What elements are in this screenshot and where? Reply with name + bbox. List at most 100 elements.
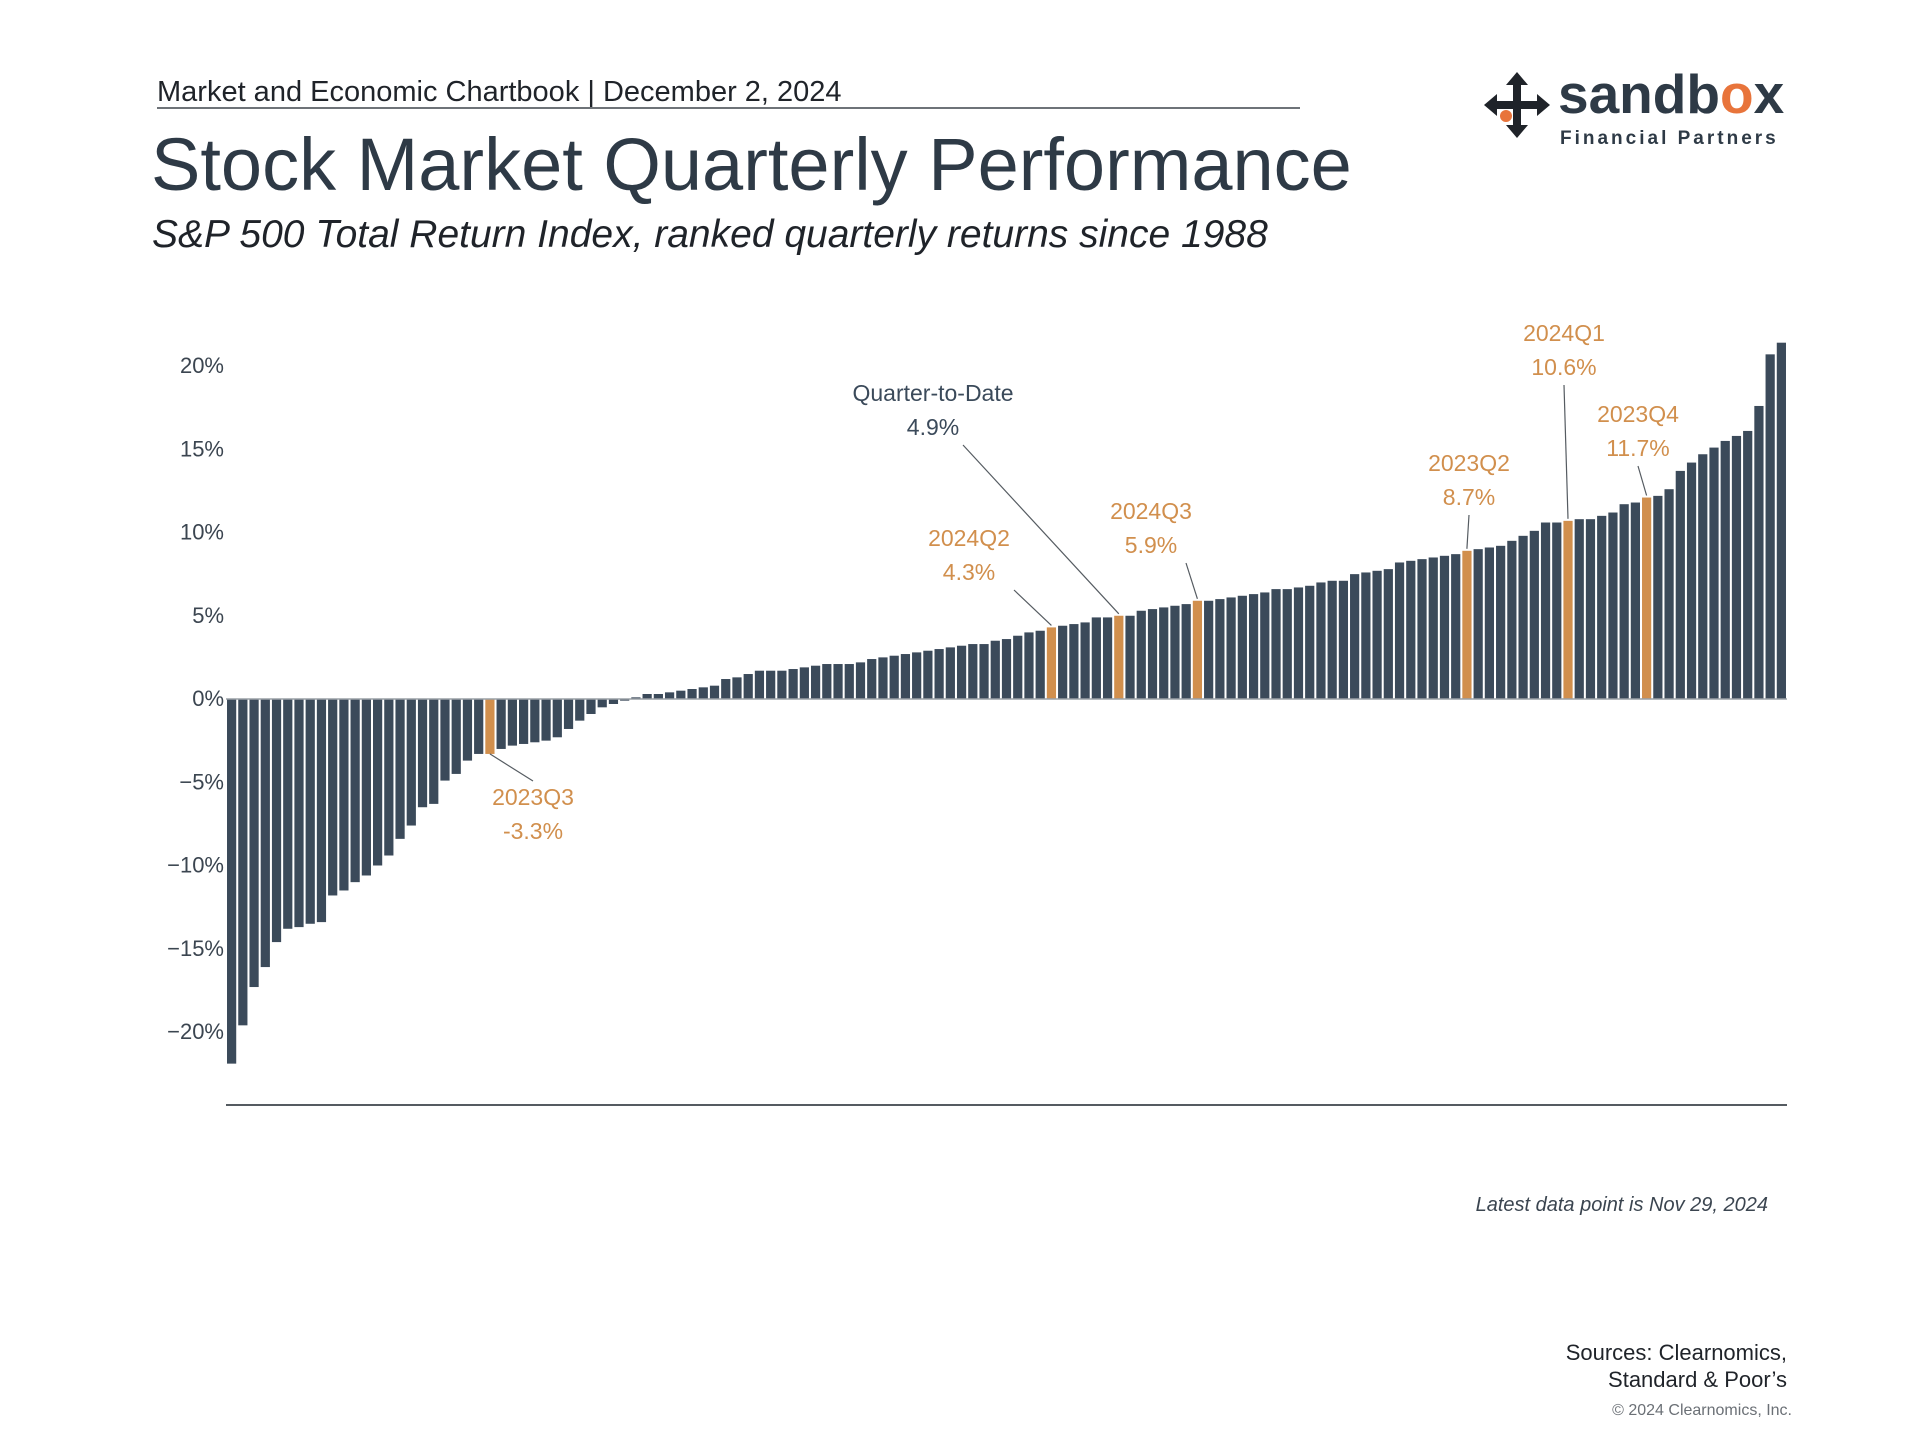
logo-word-prefix: sandb: [1558, 63, 1720, 125]
bar: [530, 699, 540, 743]
bar: [1507, 540, 1517, 699]
bar-series: [227, 342, 1786, 1064]
bar: [1664, 489, 1674, 699]
bar: [709, 685, 720, 699]
bar: [900, 654, 911, 699]
y-tick-label: 15%: [180, 436, 224, 461]
header-divider: [157, 107, 1300, 109]
annotation-label: 2024Q1: [1523, 320, 1605, 346]
bar: [631, 697, 641, 699]
bar: [732, 677, 742, 699]
bar: [777, 670, 787, 699]
bar: [1181, 604, 1191, 699]
bar: [721, 679, 731, 699]
bar: [1271, 589, 1281, 699]
highlighted-bar: [1563, 520, 1573, 699]
bar: [1597, 515, 1607, 699]
y-tick-label: 10%: [180, 520, 224, 545]
bar: [406, 699, 416, 826]
bar: [1686, 462, 1697, 699]
bar: [1417, 559, 1427, 699]
bar: [316, 699, 327, 923]
annotation-leader-line: [489, 753, 534, 782]
y-tick-label: −10%: [167, 853, 224, 878]
bar: [260, 699, 270, 968]
bar: [642, 694, 652, 699]
bar: [698, 687, 708, 699]
highlighted-bar: [1046, 627, 1057, 699]
annotation-leader-line: [962, 444, 1120, 615]
bar: [676, 690, 686, 699]
highlighted-bar: [1114, 615, 1124, 699]
bar: [844, 664, 854, 699]
sandbox-logo: sandbox Financial Partners: [1484, 63, 1784, 158]
bar: [1743, 430, 1753, 699]
bar: [417, 699, 428, 808]
bar: [923, 650, 933, 699]
bar: [563, 699, 574, 729]
bar: [451, 699, 461, 774]
bar: [1428, 557, 1438, 699]
annotation-leader-line: [1185, 562, 1198, 599]
logo-word-suffix: x: [1753, 63, 1785, 125]
bar: [541, 699, 551, 741]
bar: [956, 645, 967, 699]
bar: [328, 699, 338, 896]
annotation-value: -3.3%: [503, 818, 563, 844]
bar: [1058, 625, 1068, 699]
bar: [945, 647, 955, 699]
bar: [833, 664, 843, 699]
bar: [810, 665, 821, 699]
sources-block: Sources: Clearnomics, Standard & Poor’s: [1566, 1339, 1787, 1393]
annotation-leader-line: [1563, 384, 1569, 519]
bar: [1024, 632, 1034, 699]
bar: [227, 699, 237, 1064]
bar: [799, 667, 809, 699]
bar: [1585, 519, 1596, 699]
bar: [822, 664, 832, 699]
bar: [552, 699, 562, 738]
bar: [496, 699, 506, 749]
bar: [754, 670, 765, 699]
bar: [1731, 435, 1742, 699]
bar: [1608, 512, 1618, 699]
bar: [1574, 519, 1584, 699]
latest-data-note: Latest data point is Nov 29, 2024: [1475, 1194, 1768, 1216]
annotation-leader-line: [1637, 465, 1648, 496]
bar: [1069, 624, 1079, 699]
bar: [238, 699, 248, 1026]
bar: [1316, 582, 1326, 699]
annotation-label: 2023Q3: [492, 784, 574, 810]
bar: [1394, 562, 1405, 699]
bar: [1765, 354, 1775, 699]
bar: [507, 699, 517, 746]
bar: [597, 699, 607, 708]
bar: [1720, 440, 1730, 699]
bar: [1518, 535, 1528, 699]
bar: [1136, 610, 1146, 699]
bar: [1293, 587, 1304, 699]
bar: [1496, 545, 1506, 699]
bar: [271, 699, 282, 943]
bar: [305, 699, 315, 924]
bar: [1754, 405, 1764, 699]
bar: [1013, 635, 1023, 699]
bar: [968, 644, 978, 699]
y-tick-label: 0%: [192, 686, 224, 711]
bar: [1226, 597, 1236, 699]
bar: [1327, 580, 1337, 699]
highlighted-bar: [1642, 497, 1652, 699]
copyright-notice: © 2024 Clearnomics, Inc.: [1612, 1402, 1792, 1419]
bar: [653, 694, 663, 699]
highlighted-bar: [1462, 550, 1472, 699]
bar: [339, 699, 349, 891]
chartbook-header: Market and Economic Chartbook | December…: [157, 76, 842, 108]
bar: [766, 670, 776, 699]
bar: [1091, 617, 1101, 699]
logo-tagline: Financial Partners: [1560, 128, 1779, 149]
bar: [384, 699, 394, 856]
bar: [912, 652, 922, 699]
bar: [608, 699, 619, 704]
y-tick-label: 20%: [180, 353, 224, 378]
bar: [1350, 574, 1360, 700]
